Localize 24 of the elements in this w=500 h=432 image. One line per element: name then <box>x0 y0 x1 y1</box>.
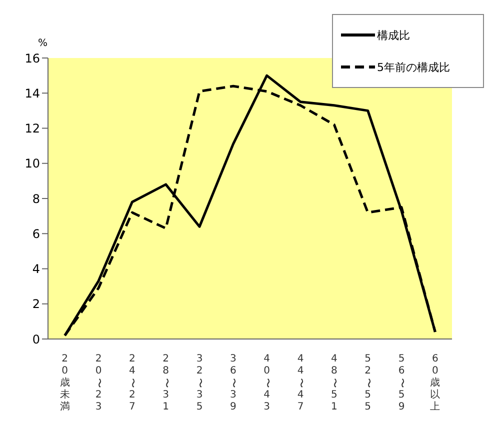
x-tick-label: 48〜51 <box>328 354 340 412</box>
y-tick-label: 12 <box>24 122 40 136</box>
legend-label: 構成比 <box>377 28 410 42</box>
x-tick-label: 20歳未満 <box>60 354 70 412</box>
y-tick-label: 14 <box>24 86 40 100</box>
x-tick-label: 56〜59 <box>396 354 407 412</box>
x-tick-label: 52〜55 <box>362 354 374 412</box>
x-tick-label: 40〜43 <box>261 354 272 412</box>
y-tick-label: 10 <box>24 156 40 171</box>
y-tick-label: 8 <box>32 192 40 206</box>
y-tick-label: 16 <box>24 51 40 66</box>
y-tick-label: 4 <box>32 262 40 276</box>
legend-label: 5年前の構成比 <box>377 60 450 74</box>
x-tick-label: 36〜39 <box>228 354 239 412</box>
x-tick-label: 32〜35 <box>194 354 205 412</box>
x-tick-label: 60歳以上 <box>430 354 440 412</box>
x-tick-label: 44〜47 <box>295 354 306 412</box>
x-tick-label: 24〜27 <box>126 354 138 412</box>
y-tick-label: 2 <box>32 297 40 312</box>
x-tick-label: 28〜31 <box>160 354 172 412</box>
y-tick-label: 6 <box>32 226 40 241</box>
x-tick-label: 20〜23 <box>93 354 104 412</box>
y-axis-title: % <box>38 38 48 49</box>
y-tick-label: 0 <box>32 332 40 346</box>
